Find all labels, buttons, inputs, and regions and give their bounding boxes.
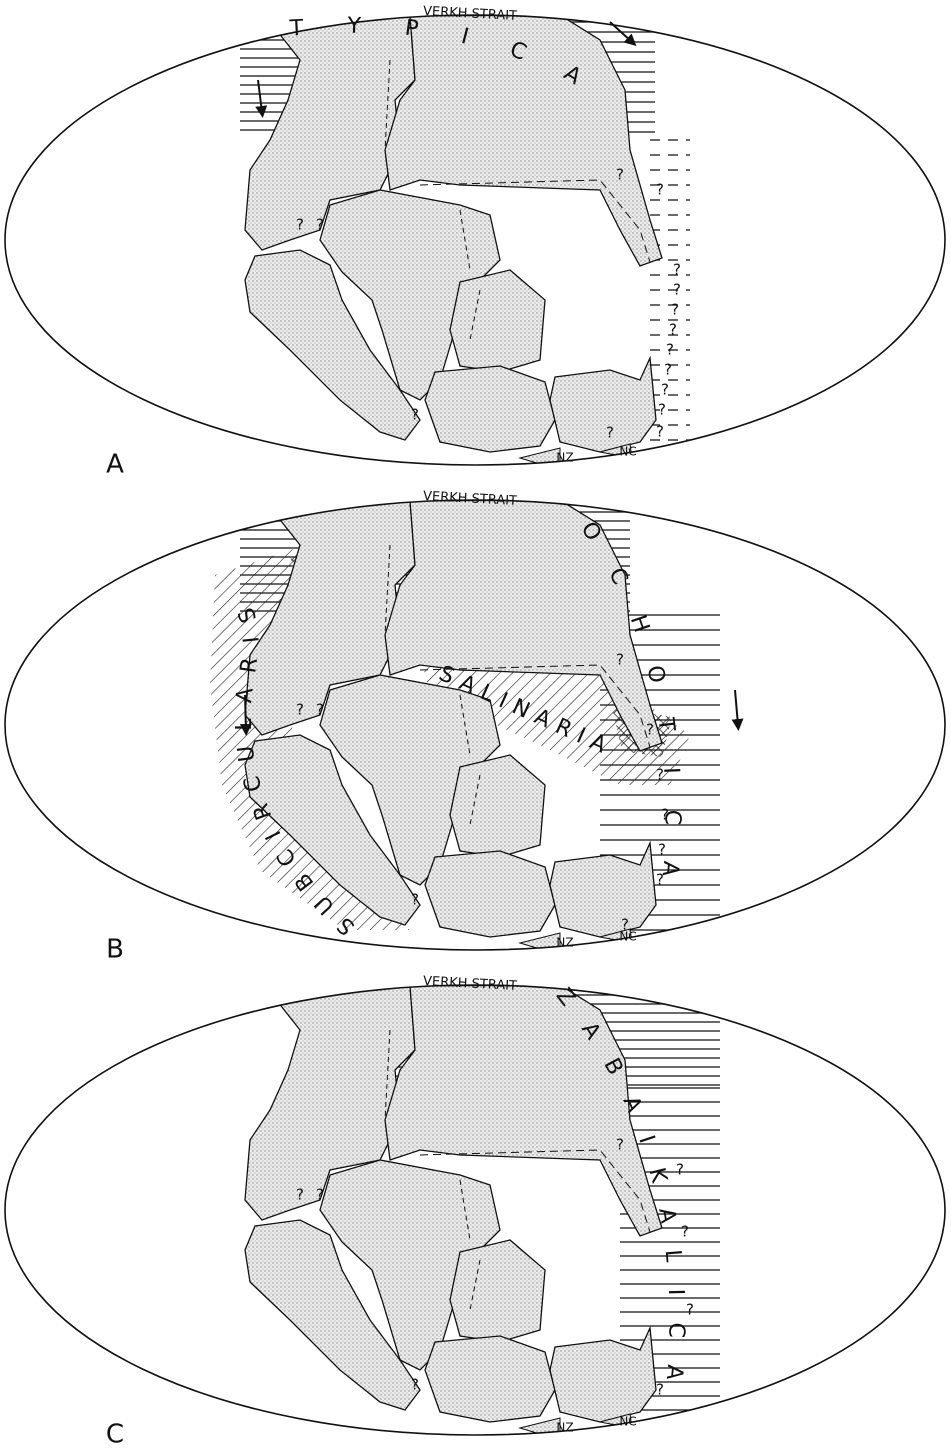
question-mark: ? <box>671 301 679 319</box>
question-mark: ? <box>658 841 666 859</box>
landmass <box>550 358 656 452</box>
question-mark: ? <box>656 1381 664 1399</box>
landmass <box>450 1240 545 1342</box>
current-arrow <box>245 695 246 730</box>
question-mark: ? <box>316 216 324 234</box>
question-mark: ? <box>296 701 304 719</box>
panel-label: C <box>106 1420 124 1449</box>
landmass <box>425 366 555 452</box>
question-mark: ? <box>606 424 614 442</box>
question-mark: ? <box>411 1376 419 1394</box>
question-mark: ? <box>296 1186 304 1204</box>
question-mark: ? <box>411 406 419 424</box>
question-mark: ? <box>616 651 624 669</box>
question-mark: ? <box>616 1136 624 1154</box>
panel-label: A <box>106 450 124 480</box>
small-island <box>520 1414 632 1440</box>
question-mark: ? <box>686 1301 694 1319</box>
landmass <box>550 1328 656 1422</box>
question-mark: ? <box>316 1186 324 1204</box>
landmass <box>450 755 545 857</box>
question-mark: ? <box>656 181 664 199</box>
landmass <box>425 851 555 937</box>
question-mark: ? <box>664 361 672 379</box>
question-mark: ? <box>411 891 419 909</box>
question-mark: ? <box>656 766 664 784</box>
figure: VERKH STRAITTYPICANZNC???????????????AVE… <box>0 0 951 1449</box>
small-island <box>520 444 632 470</box>
map-content <box>245 985 720 1440</box>
question-mark: ? <box>661 381 669 399</box>
island-label: NZ <box>556 936 573 950</box>
question-mark: ? <box>616 166 624 184</box>
island-label: NC <box>619 445 636 459</box>
landmass <box>425 1336 555 1422</box>
question-mark: ? <box>296 216 304 234</box>
island-label: NC <box>619 1415 636 1429</box>
question-mark: ? <box>681 1223 689 1241</box>
question-mark: ? <box>656 871 664 889</box>
map-content <box>210 500 720 955</box>
question-mark: ? <box>666 341 674 359</box>
question-mark: ? <box>658 401 666 419</box>
question-mark: ? <box>661 806 669 824</box>
question-mark: ? <box>656 423 664 441</box>
question-mark: ? <box>621 916 629 934</box>
island-label: NZ <box>556 451 573 465</box>
question-mark: ? <box>316 701 324 719</box>
island-label: NZ <box>556 1421 573 1435</box>
map-panel: VERKH STRAITOCHOTICASALINARIASUBCIRCULAR… <box>5 489 945 964</box>
question-mark: ? <box>669 321 677 339</box>
landmass <box>450 270 545 372</box>
question-mark: ? <box>673 261 681 279</box>
question-mark: ? <box>676 1161 684 1179</box>
question-mark: ? <box>673 281 681 299</box>
current-arrow <box>735 690 738 725</box>
question-mark: ? <box>646 721 654 739</box>
map-content <box>240 15 690 470</box>
landmass <box>550 843 656 937</box>
panel-label: B <box>106 935 124 965</box>
small-island <box>520 929 632 955</box>
